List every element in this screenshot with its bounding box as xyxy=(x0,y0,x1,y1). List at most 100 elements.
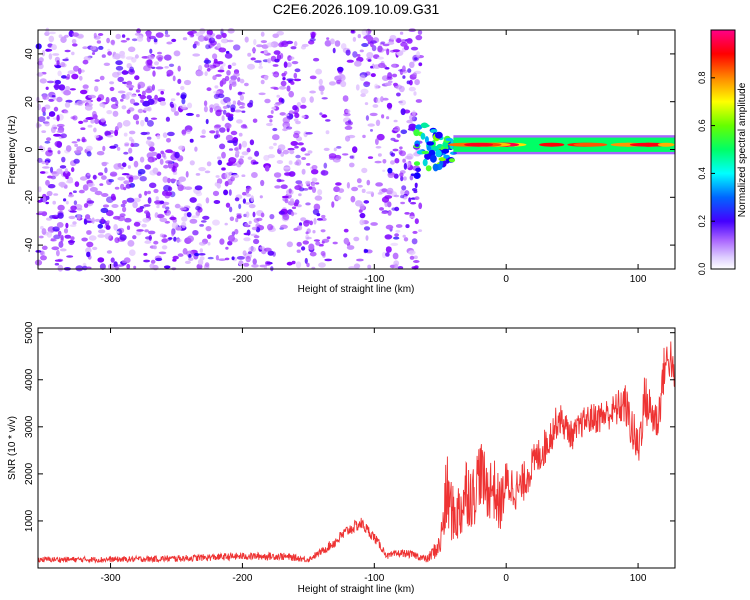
heatmap-cell xyxy=(197,35,206,42)
heatmap-cell xyxy=(240,155,245,159)
heatmap-cell xyxy=(117,176,126,181)
heatmap-cell xyxy=(305,202,311,206)
heatmap-cell xyxy=(111,204,119,208)
heatmap-cell xyxy=(194,185,203,191)
heatmap-cell xyxy=(402,75,406,79)
heatmap-cell xyxy=(404,212,410,215)
heatmap-cell xyxy=(112,110,119,117)
heatmap-cell xyxy=(381,188,388,193)
heatmap-cell xyxy=(62,171,71,178)
heatmap-cell xyxy=(76,138,81,142)
heatmap-cell xyxy=(196,41,200,46)
heatmap-cell xyxy=(181,216,188,222)
heatmap-cell xyxy=(168,186,173,191)
y-tick-label: 3000 xyxy=(24,415,35,438)
heatmap-cell xyxy=(320,170,329,176)
heatmap-cell xyxy=(184,260,191,264)
heatmap-cell xyxy=(335,182,342,186)
heatmap-cell xyxy=(238,143,242,150)
heatmap-cell xyxy=(76,100,84,106)
heatmap-cell xyxy=(372,104,379,108)
heatmap-cell xyxy=(75,265,84,272)
heatmap-cell xyxy=(58,181,66,187)
heatmap-cell xyxy=(134,75,140,81)
heatmap-cell xyxy=(400,108,406,116)
heatmap-cell xyxy=(413,255,418,260)
heatmap-cell xyxy=(393,119,398,123)
heatmap-cell xyxy=(72,115,78,121)
heatmap-cell xyxy=(404,155,413,160)
heatmap-cell xyxy=(186,129,191,134)
heatmap-cell xyxy=(370,40,377,44)
heatmap-cell xyxy=(319,112,323,116)
heatmap-cell xyxy=(171,222,178,229)
heatmap-cell xyxy=(101,54,106,58)
x-tick-label: -200 xyxy=(232,573,252,584)
heatmap-cell xyxy=(212,75,217,81)
heatmap-cell xyxy=(145,131,150,135)
heatmap-cell xyxy=(158,251,167,255)
heatmap-cell xyxy=(214,134,218,139)
heatmap-cell xyxy=(172,75,176,82)
heatmap-cell xyxy=(57,212,64,219)
heatmap-cell xyxy=(224,123,232,129)
heatmap-cell xyxy=(113,224,118,231)
colorbar-tick-label: 0.0 xyxy=(697,263,707,276)
heatmap-cell xyxy=(365,235,369,241)
heatmap-cell xyxy=(156,153,162,160)
heatmap-cell xyxy=(189,160,195,166)
heatmap-cell xyxy=(124,217,132,223)
heatmap-cell xyxy=(53,193,59,196)
heatmap-cell xyxy=(385,224,394,230)
heatmap-cell xyxy=(265,260,272,266)
heatmap-cell xyxy=(306,236,312,240)
heatmap-cell xyxy=(159,200,165,205)
heatmap-cell xyxy=(35,43,42,50)
heatmap-cell xyxy=(54,79,62,85)
heatmap-cell xyxy=(295,154,301,159)
heatmap-cell xyxy=(329,38,335,45)
heatmap-cell xyxy=(139,176,147,182)
heatmap-cell xyxy=(208,37,216,44)
heatmap-cell xyxy=(260,212,265,218)
heatmap-cell xyxy=(173,50,181,57)
heatmap-cell xyxy=(274,58,280,63)
heatmap-cell xyxy=(237,91,243,96)
heatmap-cell xyxy=(228,189,232,196)
heatmap-cell xyxy=(223,189,229,196)
heatmap-cell xyxy=(118,227,125,234)
heatmap-cell xyxy=(364,81,371,85)
heatmap-cell xyxy=(69,88,76,91)
heatmap-cell xyxy=(290,46,297,50)
heatmap-cell xyxy=(418,202,423,210)
heatmap-cell xyxy=(69,224,77,228)
heatmap-cell xyxy=(156,134,161,140)
heatmap-cell xyxy=(122,120,131,127)
heatmap-cell xyxy=(313,57,320,62)
heatmap-cell xyxy=(247,52,252,57)
heatmap-cell xyxy=(157,214,165,219)
heatmap-cell xyxy=(224,257,230,261)
heatmap-cell xyxy=(205,44,211,50)
heatmap-cell xyxy=(251,48,257,53)
heatmap-cell xyxy=(46,137,52,142)
heatmap-cell xyxy=(131,38,138,42)
heatmap-cell xyxy=(203,105,208,113)
heatmap-cell xyxy=(382,97,389,101)
heatmap-cell xyxy=(48,150,53,153)
heatmap-cell xyxy=(216,42,221,49)
heatmap-cell xyxy=(97,234,105,238)
heatmap-cell xyxy=(177,78,182,84)
heatmap-cell xyxy=(325,130,330,135)
heatmap-cell xyxy=(37,116,46,123)
snr-panel: -300 -200 -100 0 100 1000 2000 3000 4000 5000 Hei… xyxy=(7,321,676,595)
heatmap-cell xyxy=(204,71,208,77)
heatmap-cell xyxy=(424,136,429,144)
heatmap-cell xyxy=(359,74,366,82)
heatmap-cell xyxy=(328,155,336,160)
heatmap-cell xyxy=(48,53,53,60)
heatmap-cell xyxy=(361,188,366,193)
heatmap-cell xyxy=(251,264,259,268)
heatmap-cell xyxy=(216,61,224,65)
heatmap-cell xyxy=(192,230,199,236)
